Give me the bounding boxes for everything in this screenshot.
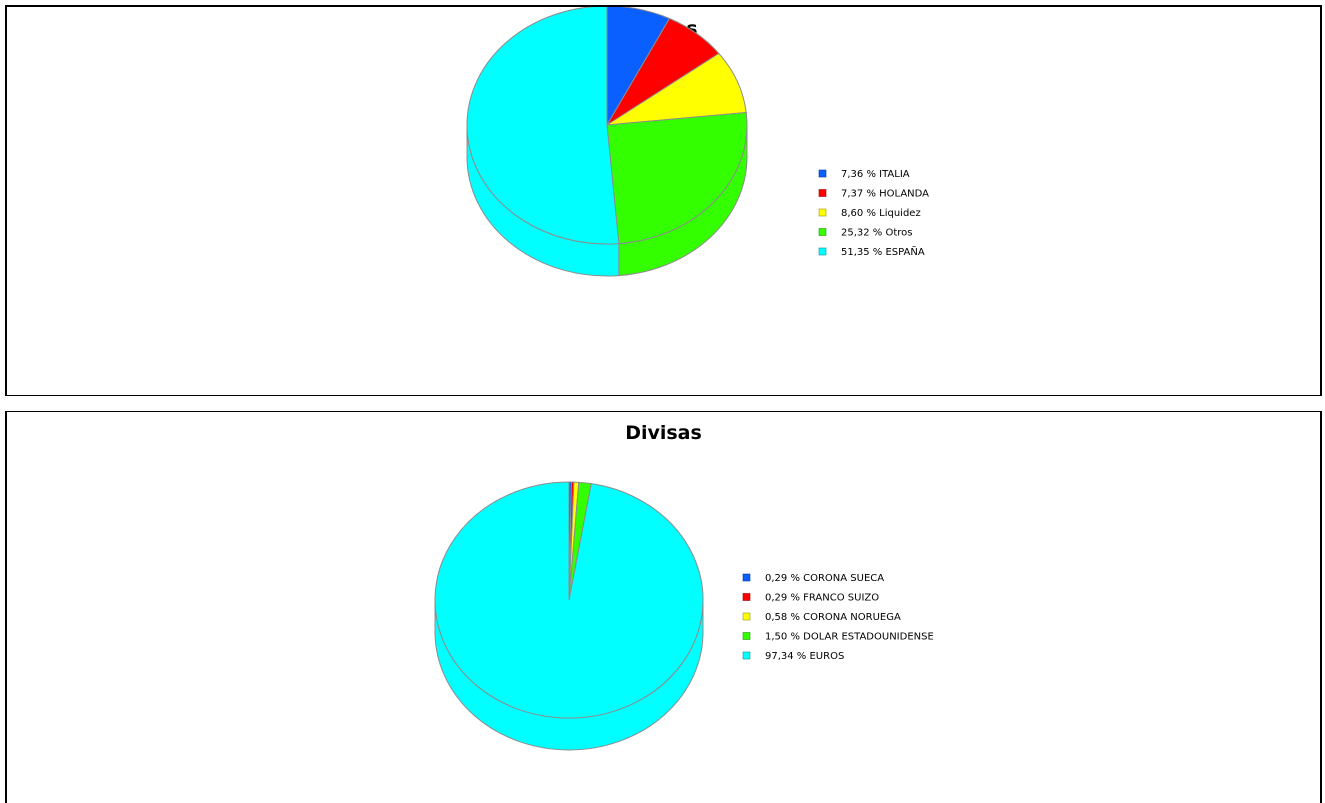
- pie-slice: [606, 111, 748, 245]
- pie-slice: [466, 7, 620, 245]
- legend-label: 7,37 % HOLANDA: [841, 189, 929, 200]
- legend-label: 0,58 % CORONA NORUEGA: [765, 612, 901, 623]
- legend-label: 51,35 % ESPAÑA: [841, 245, 925, 258]
- legend-swatch: [742, 651, 751, 660]
- legend-label: 97,34 % EUROS: [765, 651, 844, 662]
- pie-chart-divisas: 0,29 % CORONA SUECA 0,29 % FRANCO SUIZO 0,…: [434, 481, 934, 751]
- chart-title: Divisas: [625, 422, 702, 444]
- legend-swatch: [742, 573, 751, 582]
- chart-panel-divisas: Divisas 0,29 % CORONA SUECA 0,29 % FRANCO…: [5, 411, 1322, 803]
- legend-swatch: [818, 228, 827, 236]
- legend-swatch: [742, 612, 751, 621]
- legend-label: 25,32 % Otros: [841, 228, 913, 239]
- legend-label: 7,36 % ITALIA: [841, 169, 910, 180]
- pie-slice: [434, 481, 704, 719]
- legend-label: 0,29 % FRANCO SUIZO: [765, 593, 879, 604]
- pie-chart-paises: 7,36 % ITALIA 7,37 % HOLANDA 8,60 % Liquid…: [466, 7, 929, 277]
- legend-swatch: [742, 632, 751, 640]
- legend-label: 0,29 % CORONA SUECA: [765, 573, 884, 584]
- legend-swatch: [818, 189, 827, 197]
- legend-swatch: [818, 169, 827, 178]
- legend-swatch: [818, 208, 827, 217]
- legend-label: 8,60 % Liquidez: [841, 208, 921, 219]
- legend-swatch: [818, 247, 827, 256]
- legend-label: 1,50 % DOLAR ESTADOUNIDENSE: [765, 632, 934, 643]
- legend-swatch: [742, 593, 751, 601]
